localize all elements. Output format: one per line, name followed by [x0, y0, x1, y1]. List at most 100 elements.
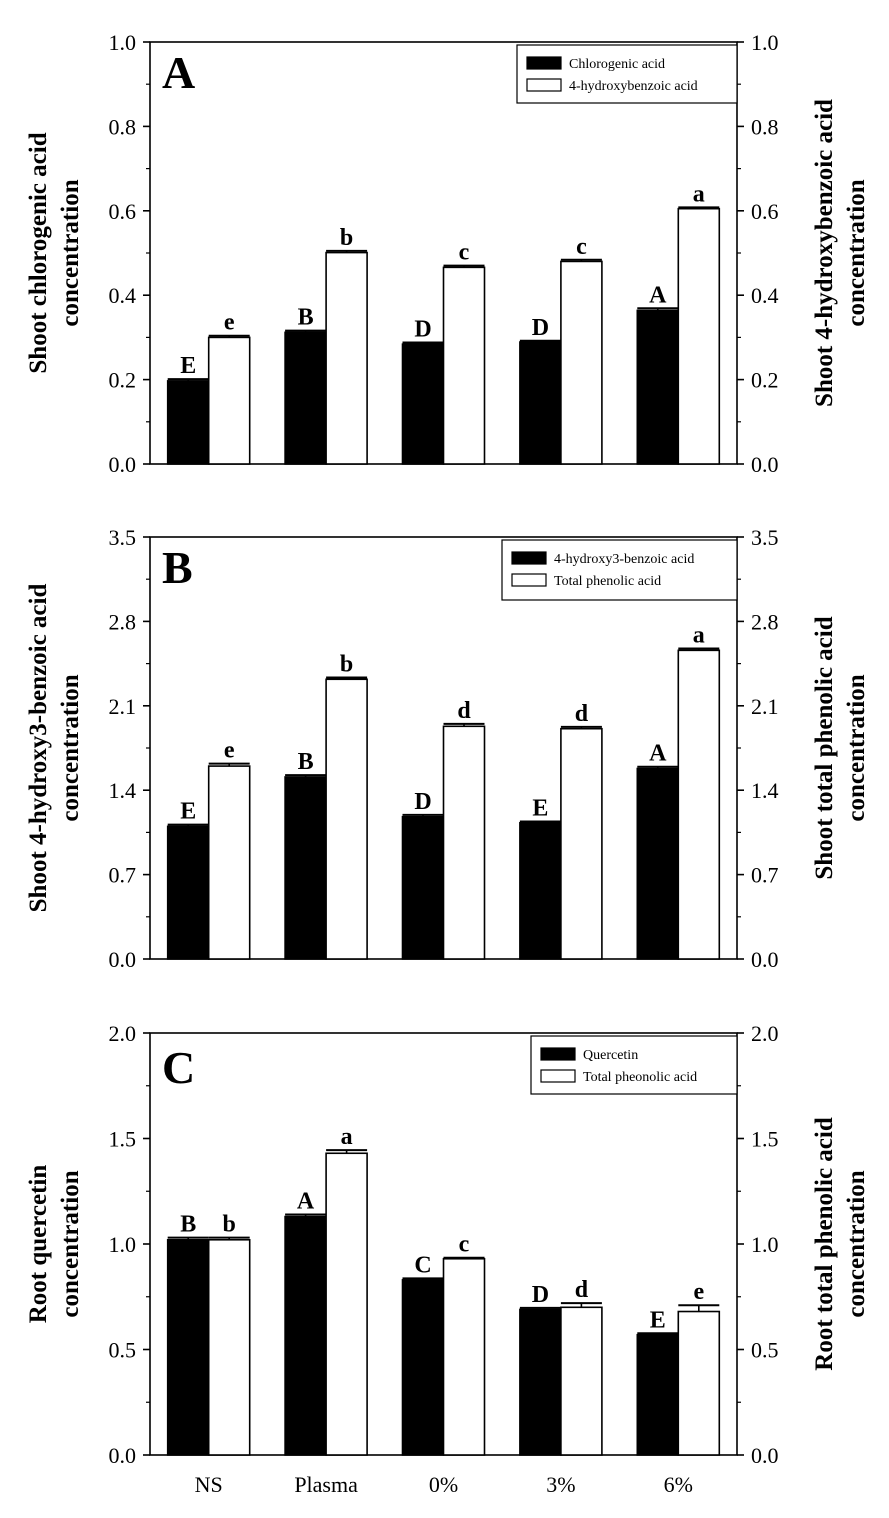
bar — [401, 1279, 445, 1456]
significance-label: c — [459, 1232, 470, 1258]
significance-label: E — [180, 799, 196, 825]
bar — [442, 725, 486, 960]
significance-label: D — [532, 1282, 549, 1308]
left-axis-title-line: concentration — [57, 674, 84, 821]
right-tick-label: 0.0 — [751, 1443, 779, 1468]
bar — [166, 380, 210, 465]
chart-panel-c: 0.0 0.0 0.5 0.5 1.0 1.0 1.5 1.5 2.0 2.0 B A C D Eb a c d e… — [25, 1021, 870, 1497]
significance-label: b — [340, 225, 353, 251]
right-axis-title: Root total phenolic acid concentration — [811, 1117, 870, 1371]
right-tick-label: 0.5 — [751, 1338, 779, 1363]
significance-label: b — [223, 1212, 236, 1238]
right-axis-title: Shoot total phenolic acid concentration — [811, 616, 870, 879]
right-tick-label: 2.8 — [751, 609, 779, 634]
category-label: NS — [195, 1472, 223, 1497]
bar — [442, 1257, 486, 1456]
significance-label: a — [693, 623, 705, 649]
right-tick-label: 0.8 — [751, 114, 779, 139]
left-tick-label: 0.0 — [109, 1443, 137, 1468]
right-axis-title-line: Root total phenolic acid — [811, 1117, 838, 1371]
left-axis-title-line: concentration — [57, 1170, 84, 1317]
left-tick-label: 1.5 — [109, 1127, 137, 1152]
bar — [401, 815, 445, 960]
category-label: 0% — [429, 1472, 458, 1497]
bar — [677, 1310, 721, 1456]
bar — [166, 1238, 210, 1456]
chart-panel-b: 0.0 0.0 0.7 0.7 1.4 1.4 2.1 2.1 2.8 2.8 3.5 3.5 E B D E… — [25, 525, 870, 972]
left-axis-title: Shoot 4-hydroxy3-benzoic acid concentrati… — [25, 584, 84, 913]
legend-box — [501, 539, 738, 601]
left-tick-label: 0.4 — [109, 283, 137, 308]
left-tick-label: 0.7 — [109, 863, 137, 888]
legend-entry: Total phenolic acid — [554, 574, 661, 589]
bar — [325, 678, 368, 960]
significance-label: D — [532, 315, 549, 341]
significance-label: a — [693, 181, 705, 207]
right-tick-label: 2.0 — [751, 1021, 779, 1046]
bar — [166, 825, 210, 960]
significance-label: b — [340, 651, 353, 677]
right-tick-label: 0.0 — [751, 947, 779, 972]
category-label: 3% — [546, 1472, 575, 1497]
legend-swatch — [540, 1047, 576, 1061]
bar — [519, 1308, 562, 1456]
bar — [442, 266, 486, 465]
left-axis-title-line: Shoot 4-hydroxy3-benzoic acid — [25, 584, 52, 913]
left-tick-label: 0.2 — [109, 368, 137, 393]
right-tick-label: 0.6 — [751, 199, 779, 224]
significance-label: d — [575, 701, 589, 727]
bar — [677, 207, 721, 465]
significance-label: C — [414, 1252, 431, 1278]
panel-letter: C — [162, 1042, 195, 1093]
significance-label: A — [297, 1188, 315, 1214]
significance-label: B — [298, 305, 314, 331]
significance-label: d — [457, 698, 471, 724]
left-tick-label: 2.8 — [109, 609, 137, 634]
legend: 4-hydroxy3-benzoic acid Total phenolic ac… — [501, 539, 738, 601]
bar — [284, 331, 327, 465]
legend-entry: Quercetin — [583, 1048, 638, 1063]
left-tick-label: 0.5 — [109, 1338, 137, 1363]
legend-swatch — [511, 573, 547, 587]
bar — [636, 1333, 680, 1456]
legend-swatch — [540, 1069, 576, 1083]
bar — [325, 1152, 368, 1456]
significance-label: E — [532, 796, 548, 822]
panel-letter: A — [162, 47, 195, 98]
bar — [284, 1215, 327, 1456]
significance-label: D — [414, 789, 431, 815]
significance-label: B — [180, 1212, 196, 1238]
left-tick-label: 1.4 — [109, 778, 137, 803]
left-tick-label: 2.0 — [109, 1021, 137, 1046]
left-tick-label: 1.0 — [109, 30, 137, 55]
right-tick-label: 1.4 — [751, 778, 779, 803]
bar — [401, 343, 445, 465]
bar — [636, 767, 680, 960]
significance-label: c — [576, 234, 587, 260]
left-axis-title-line: concentration — [57, 179, 84, 326]
bar — [519, 821, 562, 960]
left-tick-label: 0.6 — [109, 199, 137, 224]
bar — [677, 649, 721, 960]
left-tick-label: 0.8 — [109, 114, 137, 139]
right-tick-label: 0.7 — [751, 863, 779, 888]
right-tick-label: 1.0 — [751, 1232, 779, 1257]
right-tick-label: 0.0 — [751, 452, 779, 477]
legend-swatch — [526, 56, 562, 70]
right-axis-title-line: concentration — [843, 1170, 870, 1317]
significance-label: E — [180, 353, 196, 379]
right-tick-label: 0.4 — [751, 283, 779, 308]
legend-swatch — [526, 78, 562, 92]
legend-entry: Chlorogenic acid — [569, 57, 665, 72]
bar — [560, 1306, 603, 1456]
left-axis-title-line: Shoot chlorogenic acid — [25, 132, 52, 373]
left-tick-label: 3.5 — [109, 525, 137, 550]
right-tick-label: 1.0 — [751, 30, 779, 55]
right-tick-label: 1.5 — [751, 1127, 779, 1152]
bar — [560, 260, 603, 465]
right-tick-label: 0.2 — [751, 368, 779, 393]
left-axis-title: Shoot chlorogenic acid concentration — [25, 132, 84, 373]
significance-label: D — [414, 316, 431, 342]
right-axis-title: Shoot 4-hydroxybenzoic acid concentration — [811, 99, 870, 407]
